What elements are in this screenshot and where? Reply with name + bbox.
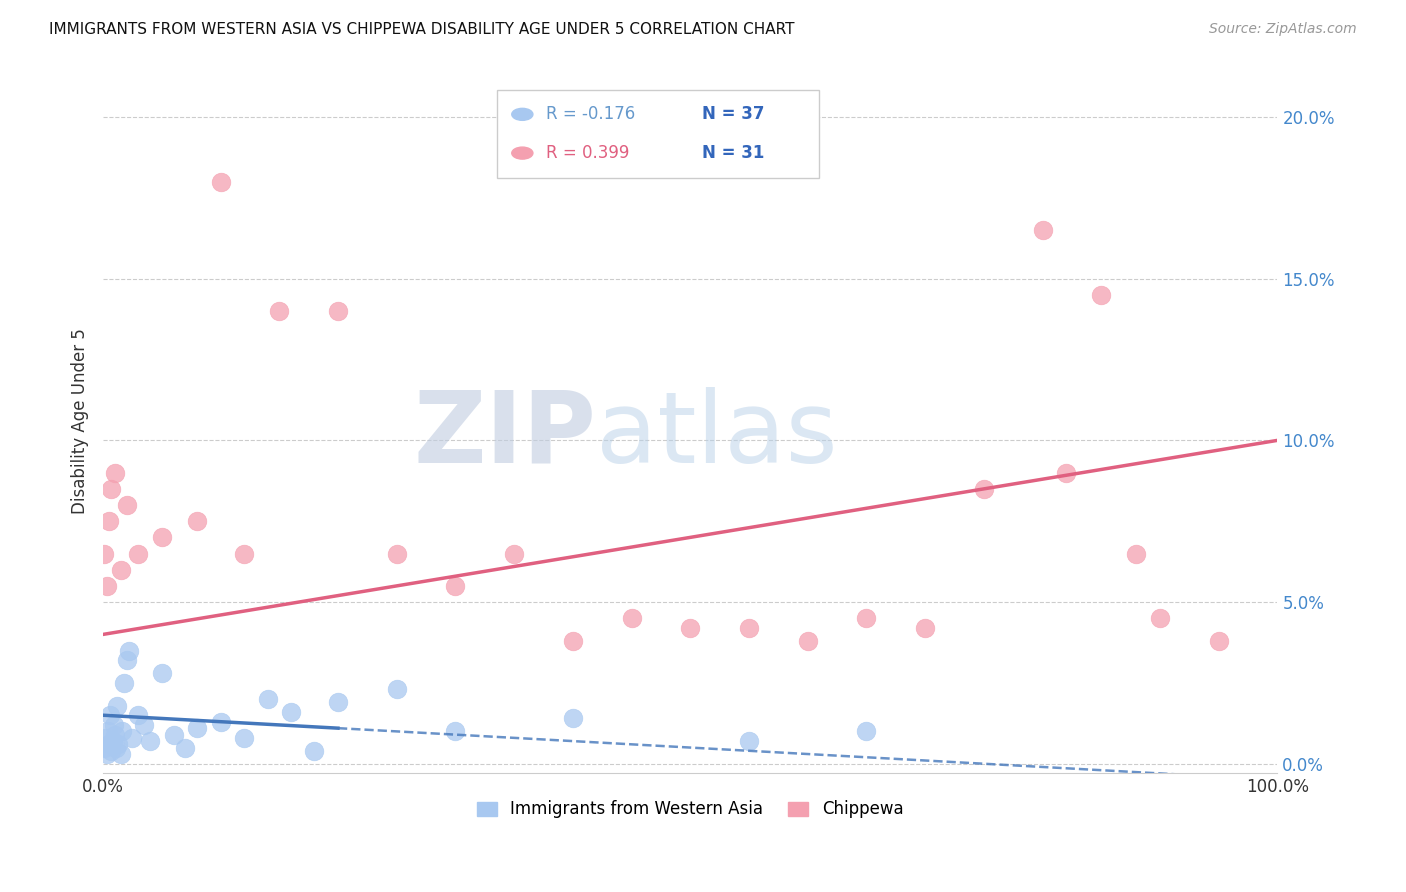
Point: [738, 621, 761, 635]
Point: [100, 744, 122, 758]
Ellipse shape: [512, 108, 533, 120]
Point: [96, 579, 118, 593]
Point: [385, 547, 408, 561]
Point: [280, 705, 302, 719]
Point: [973, 482, 995, 496]
Point: [101, 734, 124, 748]
Point: [444, 724, 467, 739]
Point: [233, 731, 256, 745]
Point: [111, 724, 134, 739]
Point: [110, 747, 132, 761]
Point: [855, 611, 877, 625]
Point: [139, 734, 162, 748]
Text: R = -0.176: R = -0.176: [546, 105, 636, 123]
FancyBboxPatch shape: [496, 90, 820, 178]
Text: N = 31: N = 31: [702, 145, 765, 162]
Point: [150, 530, 173, 544]
Text: N = 37: N = 37: [702, 105, 765, 123]
Point: [98, 737, 121, 751]
Point: [121, 731, 143, 745]
Point: [162, 728, 184, 742]
Point: [503, 547, 526, 561]
Point: [304, 744, 326, 758]
Point: [209, 714, 232, 729]
Point: [98, 514, 121, 528]
Text: IMMIGRANTS FROM WESTERN ASIA VS CHIPPEWA DISABILITY AGE UNDER 5 CORRELATION CHAR: IMMIGRANTS FROM WESTERN ASIA VS CHIPPEWA…: [49, 22, 794, 37]
Point: [444, 579, 467, 593]
Point: [1125, 547, 1147, 561]
Point: [104, 728, 127, 742]
Point: [127, 547, 149, 561]
Point: [150, 666, 173, 681]
Point: [326, 695, 349, 709]
Point: [100, 482, 122, 496]
Point: [269, 304, 291, 318]
Point: [738, 734, 761, 748]
Legend: Immigrants from Western Asia, Chippewa: Immigrants from Western Asia, Chippewa: [471, 794, 910, 825]
Point: [1031, 223, 1053, 237]
Point: [1090, 288, 1112, 302]
Point: [105, 698, 128, 713]
Point: [107, 737, 129, 751]
Point: [1054, 466, 1077, 480]
Text: ZIP: ZIP: [413, 386, 596, 483]
Point: [96, 747, 118, 761]
Y-axis label: Disability Age Under 5: Disability Age Under 5: [72, 328, 89, 514]
Point: [186, 514, 208, 528]
Text: R = 0.399: R = 0.399: [546, 145, 630, 162]
Point: [97, 724, 120, 739]
Point: [256, 692, 278, 706]
Point: [679, 621, 702, 635]
Point: [186, 721, 208, 735]
Point: [103, 718, 125, 732]
Point: [1208, 633, 1230, 648]
Point: [105, 740, 128, 755]
Text: Source: ZipAtlas.com: Source: ZipAtlas.com: [1209, 22, 1357, 37]
Point: [104, 466, 127, 480]
Point: [115, 498, 138, 512]
Point: [233, 547, 256, 561]
Point: [94, 731, 117, 745]
Point: [561, 711, 583, 725]
Point: [796, 633, 818, 648]
Point: [385, 682, 408, 697]
Point: [209, 175, 232, 189]
Point: [112, 676, 135, 690]
Point: [174, 740, 197, 755]
Point: [1149, 611, 1171, 625]
Point: [620, 611, 643, 625]
Point: [93, 740, 115, 755]
Point: [93, 547, 115, 561]
Point: [110, 563, 132, 577]
Point: [98, 708, 121, 723]
Point: [914, 621, 936, 635]
Text: atlas: atlas: [596, 386, 838, 483]
Point: [134, 718, 156, 732]
Point: [855, 724, 877, 739]
Point: [127, 708, 149, 723]
Point: [561, 633, 583, 648]
Point: [115, 653, 138, 667]
Ellipse shape: [512, 147, 533, 159]
Point: [118, 643, 141, 657]
Point: [326, 304, 349, 318]
